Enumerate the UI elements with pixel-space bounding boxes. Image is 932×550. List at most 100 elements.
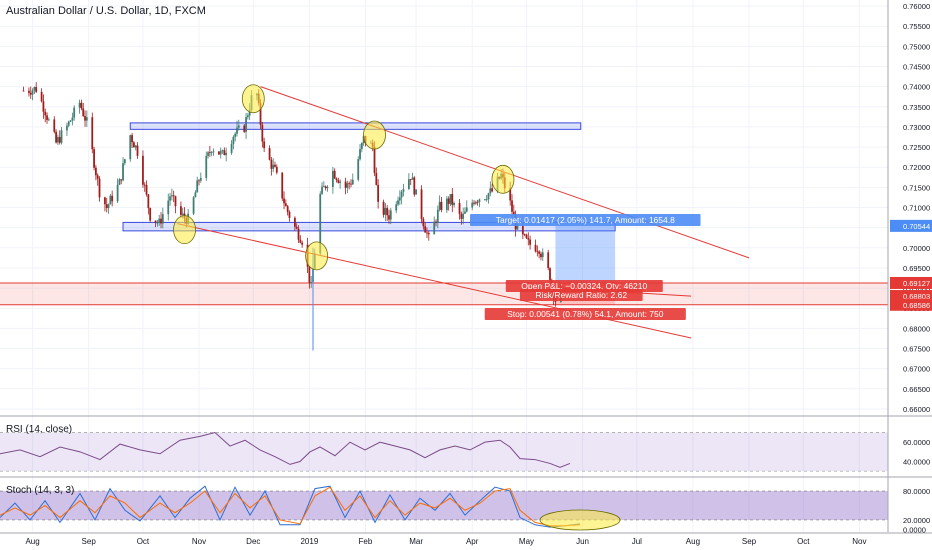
candle-body (337, 180, 340, 183)
candle-body (67, 121, 70, 126)
candle-body (35, 87, 38, 92)
candle-body (116, 184, 119, 202)
candle-body (104, 197, 106, 205)
candle-body (248, 109, 251, 116)
candle-body (297, 228, 300, 240)
candle-body (407, 179, 410, 190)
candle-body (129, 135, 132, 160)
candle-body (322, 186, 325, 188)
stoch-d-line (0, 486, 581, 527)
candle-body (69, 120, 72, 122)
candle-body (84, 115, 86, 121)
candle-body (42, 101, 45, 112)
y-tick-label: 0.73500 (903, 103, 930, 112)
candle-body (527, 238, 530, 240)
candle-body (107, 204, 110, 209)
candle-body (172, 195, 175, 197)
candle-body (56, 137, 59, 143)
candle-body (464, 211, 466, 214)
open-pl-label: Open P&L: −0.00324, Qty: 46210 (521, 281, 647, 291)
candle-body (71, 117, 74, 121)
candle-body (538, 251, 541, 254)
candle-body (44, 111, 47, 116)
candle-body (485, 199, 488, 201)
x-tick-label: Oct (137, 537, 150, 546)
candle-body (85, 117, 88, 121)
highlighted-pivots (173, 84, 515, 271)
candle-body (243, 125, 246, 132)
rsi-band (0, 432, 888, 472)
candle-body (389, 210, 392, 220)
candle-body (82, 108, 85, 116)
candle-body (73, 107, 76, 118)
candle-body (225, 152, 228, 156)
target-label-bg (470, 214, 701, 226)
candle-body (435, 221, 437, 223)
candle-body (541, 252, 544, 258)
rsi-tick-label: 60.0000 (903, 438, 930, 447)
candle-body (321, 186, 323, 194)
x-tick-label: Aug (686, 537, 700, 546)
stop-label: Stop: 0.00541 (0.78%) 54.1, Amount: 750 (507, 309, 664, 319)
candle-body (46, 115, 48, 120)
candle-body (237, 125, 240, 128)
candle-body (31, 90, 34, 95)
x-tick-label: Sep (82, 537, 97, 546)
x-tick-label: Nov (852, 537, 866, 546)
rsi-tick-label: 40.0000 (903, 458, 930, 467)
candle-body (491, 188, 494, 192)
candle-body (310, 282, 313, 283)
y-tick-label: 0.73000 (903, 123, 930, 132)
candle-body (221, 150, 224, 152)
x-tick-label: Sep (742, 537, 757, 546)
candle-body (301, 242, 304, 245)
candle-body (333, 170, 336, 179)
candle-body (169, 196, 171, 201)
sr-zone (122, 221, 616, 232)
candle-body (145, 185, 148, 195)
candle-body (194, 192, 197, 198)
price-tag-bg (890, 298, 932, 311)
candle-body (326, 186, 329, 189)
y-tick-label: 0.66000 (903, 405, 930, 414)
candle-body (451, 194, 454, 206)
pivot-highlight (305, 241, 329, 271)
candle-body (47, 119, 50, 121)
candle-body (521, 225, 524, 235)
candle-body (219, 150, 222, 155)
x-tick-label: Mar (409, 537, 423, 546)
candle-body (308, 266, 311, 283)
y-tick-label: 0.67000 (903, 365, 930, 374)
position-tool[interactable] (0, 225, 888, 306)
candle-body (382, 201, 385, 215)
candle-body (351, 179, 354, 185)
candle-body (411, 177, 414, 180)
candle-body (281, 172, 284, 199)
stoch-tick-label: 80.0000 (903, 487, 930, 496)
candle-body (294, 217, 296, 227)
candle-body (192, 197, 195, 214)
y-tick-label: 0.68000 (903, 324, 930, 333)
candle-body (373, 147, 376, 174)
candle-body (122, 163, 124, 181)
pivot-highlight (173, 215, 196, 245)
x-tick-label: Jun (576, 537, 589, 546)
candle-body (400, 191, 403, 198)
candle-body (199, 177, 202, 181)
x-tick-label: Jul (632, 537, 642, 546)
candle-body (134, 145, 137, 148)
candle-body (245, 117, 247, 132)
candle-body (208, 152, 211, 154)
candle-body (132, 142, 135, 148)
candle-body (483, 199, 486, 201)
candle-body (270, 159, 273, 169)
candle-body (460, 213, 463, 219)
stoch-band (0, 491, 888, 520)
candle-body (120, 179, 123, 181)
candle-body (433, 221, 436, 235)
candle-body (158, 218, 161, 223)
candle-body (324, 186, 327, 189)
candle-body (357, 159, 360, 180)
candle-body (78, 102, 81, 108)
